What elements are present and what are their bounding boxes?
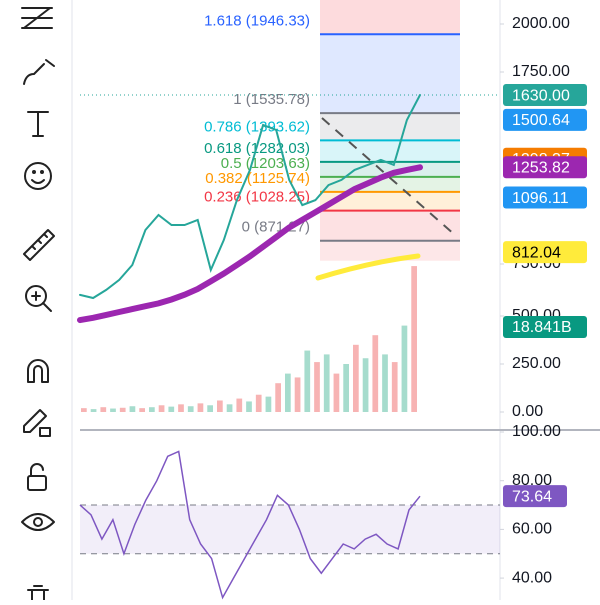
fib-label: 0.236 (1028.25) [204, 189, 310, 206]
volume-bar [197, 403, 204, 412]
price-tag: 1096.11 [512, 190, 569, 207]
magnet-tool[interactable] [27, 359, 49, 383]
rsi-tag: 73.64 [512, 488, 552, 505]
volume-bar [343, 363, 349, 412]
fib-zone [320, 0, 460, 35]
price-tag: 812.04 [512, 244, 561, 261]
volume-bar [139, 408, 145, 412]
fib-label: 0.5 (1203.63) [221, 155, 310, 172]
price-tag-bg [503, 156, 587, 179]
delete-tool[interactable] [27, 585, 49, 603]
y-tick-label: 1750.00 [512, 63, 570, 80]
volume-bar [372, 335, 379, 412]
y-tick-label: 80.00 [512, 472, 552, 489]
volume-bar [411, 266, 417, 412]
unlock-tool[interactable] [27, 463, 47, 491]
lock-drawings[interactable] [23, 409, 51, 437]
visibility-tool[interactable] [21, 513, 55, 531]
fib-zone [320, 140, 460, 162]
volume-bar [255, 394, 262, 412]
y-tick-label: 60.00 [512, 521, 552, 538]
zoom-tool[interactable] [25, 285, 52, 312]
volume-bar [246, 401, 252, 412]
volume-bar [294, 377, 301, 412]
volume-bar [158, 405, 165, 412]
volume-bar [382, 354, 388, 412]
rsi-line [79, 450, 421, 600]
volume-bar [323, 354, 330, 412]
price-tag-bg [503, 108, 587, 131]
fib-zone [320, 113, 460, 141]
trend-tool[interactable] [21, 7, 53, 29]
y-tick-label: 250.00 [512, 355, 561, 372]
price-tag: 1500.64 [512, 112, 570, 129]
y-tick-label: 2000.00 [512, 15, 570, 32]
fib-zone [320, 161, 460, 177]
fib-zone [320, 210, 460, 241]
ruler-tool[interactable] [23, 229, 55, 261]
volume-bar [304, 350, 311, 412]
price-line [79, 94, 421, 300]
fib-label: 1.618 (1946.33) [204, 12, 310, 29]
price-tag-bg [503, 186, 587, 209]
fib-zone [320, 34, 460, 114]
volume-bar [187, 406, 194, 412]
volume-bar [391, 362, 398, 412]
volume-bar [314, 362, 320, 412]
volume-bar [81, 408, 87, 412]
volume-bar [265, 396, 272, 412]
volume-bar [226, 404, 233, 412]
volume-bar [207, 405, 213, 412]
fib-label: 1 (1535.78) [233, 91, 310, 108]
price-tag-bg [503, 241, 587, 264]
rsi-band [80, 505, 500, 554]
volume-bar [401, 325, 408, 412]
volume-bar [236, 398, 243, 412]
fib-label: 0.786 (1393.62) [204, 118, 310, 135]
volume-bar [353, 344, 359, 412]
emoji-tool[interactable] [24, 162, 52, 190]
volume-bar [168, 406, 175, 412]
volume-bar [285, 373, 291, 412]
volume-tag-bg [503, 316, 587, 338]
rsi-tag-bg [503, 485, 567, 508]
volume-tag: 18.841B [512, 319, 572, 336]
y-tick-label: 100.00 [512, 423, 561, 440]
volume-bar [217, 400, 223, 412]
volume-bar [275, 383, 281, 412]
price-tag: 1253.82 [512, 159, 570, 176]
text-tool[interactable] [27, 111, 49, 137]
volume-bar [149, 407, 155, 412]
fib-label: 0.382 (1125.74) [205, 170, 310, 187]
volume-bar [178, 404, 184, 412]
price-tag-bg [503, 84, 587, 107]
brush-tool[interactable] [23, 59, 55, 85]
y-tick-label: 40.00 [512, 569, 552, 586]
volume-bar [362, 358, 369, 412]
highlight-stroke [315, 253, 421, 281]
dashed-arrow [321, 117, 456, 236]
plot-area: 1.618 (1946.33) 1 (1535.78) 0.786 (1393.62… [77, 0, 600, 600]
volume-bar [90, 409, 97, 412]
volume-bar [100, 407, 107, 412]
price-line [77, 164, 423, 324]
volume-bar [333, 373, 340, 412]
volume-bar [129, 406, 136, 412]
fib-zone [320, 240, 460, 261]
toolbar [0, 0, 73, 603]
volume-bar [119, 407, 126, 412]
volume-bar [110, 408, 116, 412]
fib-zone [320, 191, 460, 211]
y-tick-label: 0.00 [512, 403, 543, 420]
price-tag: 1630.00 [512, 87, 570, 104]
